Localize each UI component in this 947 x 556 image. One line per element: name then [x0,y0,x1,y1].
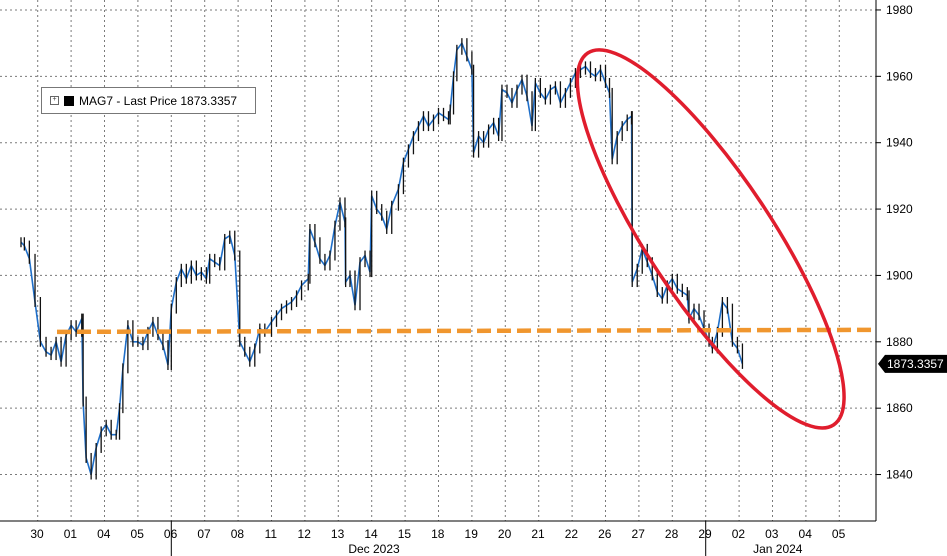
x-tick-label: 02 [732,527,746,541]
x-tick-label: 11 [265,527,278,541]
y-tick-label: 1900 [886,268,913,282]
x-tick-label: 19 [465,527,479,541]
x-month-label: Jan 2024 [753,542,803,556]
x-tick-label: 22 [565,527,579,541]
price-tag-shape [878,354,947,373]
x-tick-label: 30 [30,527,44,541]
y-tick-label: 1840 [886,468,913,482]
series-line [20,41,744,475]
highlight-ellipse-shape [575,48,846,430]
x-tick-label: 15 [398,527,412,541]
y-tick-label: 1980 [886,3,913,17]
x-tick-label: 28 [665,527,679,541]
y-tick-label: 1960 [886,69,913,83]
x-tick-label: 05 [131,527,145,541]
x-tick-label: 20 [498,527,512,541]
x-tick-label: 04 [97,527,111,541]
grid-lines [0,0,876,521]
price-series [20,38,744,480]
y-tick-label: 1880 [886,335,913,349]
x-tick-label: 03 [765,527,779,541]
x-tick-label: 27 [632,527,646,541]
x-tick-label: 21 [531,527,545,541]
x-month-label: Dec 2023 [348,542,400,556]
plus-square-icon[interactable]: + [50,96,59,105]
reference-dashed-line [56,327,875,335]
x-tick-label: 01 [64,527,78,541]
last-price-tag: 1873.3357 [878,354,947,373]
x-tick-label: 04 [799,527,813,541]
price-tag-label: 1873.3357 [887,357,944,371]
legend-label: MAG7 - Last Price 1873.3357 [79,93,238,108]
x-tick-label: 12 [298,527,312,541]
x-tick-label: 26 [598,527,612,541]
highlight-ellipse [575,48,846,430]
axes [0,0,877,556]
y-tick-label: 1860 [886,401,913,415]
x-tick-label: 14 [364,527,378,541]
y-tick-label: 1940 [886,136,913,150]
x-tick-label: 07 [197,527,211,541]
x-tick-label: 06 [164,527,178,541]
x-tick-labels: 30 01 04 05 06 07 08 11 12 13 14 15 18 19 20 21 22 26 27 28… [30,527,845,556]
x-tick-label: 29 [698,527,712,541]
y-tick-labels: 1840 1860 1880 1900 1920 1940 1960 1980 [876,3,913,482]
legend-swatch [64,95,74,106]
x-tick-label: 05 [832,527,846,541]
x-tick-label: 08 [231,527,245,541]
x-tick-label: 13 [331,527,345,541]
y-tick-label: 1920 [886,202,913,216]
x-tick-label: 18 [431,527,445,541]
legend: + MAG7 - Last Price 1873.3357 [41,87,256,114]
reference-line [56,327,875,335]
